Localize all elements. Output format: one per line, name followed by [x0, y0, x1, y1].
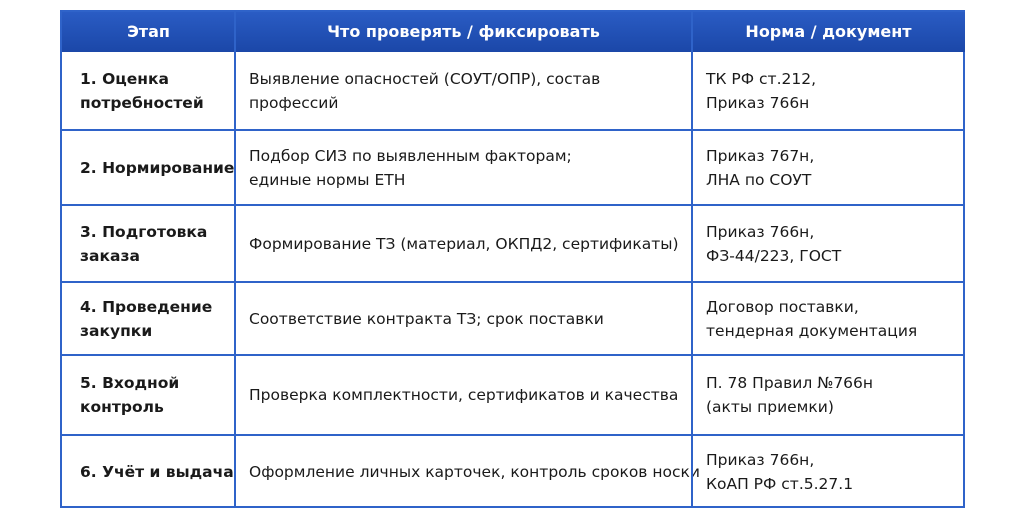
cell-line: 3. Подготовка — [80, 222, 208, 241]
column-border — [234, 12, 236, 506]
cell-line: контроль — [80, 398, 164, 416]
cell-line: ТК РФ ст.212, — [706, 70, 817, 88]
table-cell: Приказ 767н, ЛНА по СОУТ — [692, 130, 965, 205]
cell-line: КоАП РФ ст.5.27.1 — [706, 474, 854, 493]
cell-line: тендерная документация — [706, 321, 918, 340]
cell-line: Оформление личных карточек, контроль сро… — [249, 462, 700, 481]
stage-cell: 4. Проведение закупки — [62, 282, 235, 355]
header-cell: Что проверять / фиксировать — [235, 12, 692, 52]
cell-line: 6. Учёт и выдача — [80, 462, 234, 481]
cell-line: потребностей — [80, 94, 204, 112]
row-border — [62, 204, 963, 206]
cell-line: 4. Проведение — [80, 297, 213, 316]
table-cell: Договор поставки, тендерная документация — [692, 282, 965, 355]
cell-line: закупки — [80, 321, 153, 340]
cell-line: ЛНА по СОУТ — [706, 170, 812, 189]
table: Этап Что проверять / фиксировать Норма / д… — [60, 10, 965, 508]
cell-line: Приказ 766н, — [706, 222, 815, 241]
header-cell: Норма / документ — [692, 12, 965, 52]
table-cell: ТК РФ ст.212, Приказ 766н — [692, 52, 965, 130]
stage-cell: 5. Входной контроль — [62, 355, 235, 435]
cell-line: Формирование ТЗ (материал, ОКПД2, сертиф… — [249, 234, 679, 253]
column-border — [691, 12, 693, 506]
table-cell: Приказ 766н, ФЗ-44/223, ГОСТ — [692, 205, 965, 282]
cell-line: заказа — [80, 246, 140, 265]
cell-line: Подбор СИЗ по выявленным факторам; — [249, 146, 572, 165]
cell-line: Приказ 766н — [706, 94, 810, 112]
stage-cell: 3. Подготовка заказа — [62, 205, 235, 282]
cell-line: 5. Входной — [80, 374, 180, 392]
table-cell: Проверка комплектности, сертификатов и к… — [235, 355, 692, 435]
stage-cell: 1. Оценка потребностей — [62, 52, 235, 130]
cell-line: (акты приемки) — [706, 398, 834, 416]
cell-line: единые нормы ЕТН — [249, 170, 406, 189]
stage-cell: 6. Учёт и выдача — [62, 435, 235, 508]
table-cell: Приказ 766н, КоАП РФ ст.5.27.1 — [692, 435, 965, 508]
cell-line: Выявление опасностей (СОУТ/ОПР), состав — [249, 70, 601, 88]
cell-line: Договор поставки, — [706, 297, 859, 316]
cell-line: профессий — [249, 94, 339, 112]
cell-line: Проверка комплектности, сертификатов и к… — [249, 386, 679, 404]
table-cell: Формирование ТЗ (материал, ОКПД2, сертиф… — [235, 205, 692, 282]
table-cell: Подбор СИЗ по выявленным факторам; единые… — [235, 130, 692, 205]
header-cell: Этап — [62, 12, 235, 52]
cell-line: П. 78 Правил №766н — [706, 374, 874, 392]
row-border — [62, 434, 963, 436]
table-cell: Выявление опасностей (СОУТ/ОПР), состав п… — [235, 52, 692, 130]
cell-line: 1. Оценка — [80, 70, 169, 88]
table-cell: Оформление личных карточек, контроль сро… — [235, 435, 700, 508]
cell-line: Соответствие контракта ТЗ; срок поставки — [249, 309, 604, 328]
row-border — [62, 354, 963, 356]
row-border — [62, 129, 963, 131]
stage-cell: 2. Нормирование — [62, 130, 235, 205]
cell-line: Приказ 767н, — [706, 146, 815, 165]
cell-line: ФЗ-44/223, ГОСТ — [706, 246, 842, 265]
table-cell: П. 78 Правил №766н (акты приемки) — [692, 355, 965, 435]
cell-line: Приказ 766н, — [706, 450, 815, 469]
table-cell: Соответствие контракта ТЗ; срок поставки — [235, 282, 692, 355]
cell-line: 2. Нормирование — [80, 158, 235, 177]
row-border — [62, 281, 963, 283]
